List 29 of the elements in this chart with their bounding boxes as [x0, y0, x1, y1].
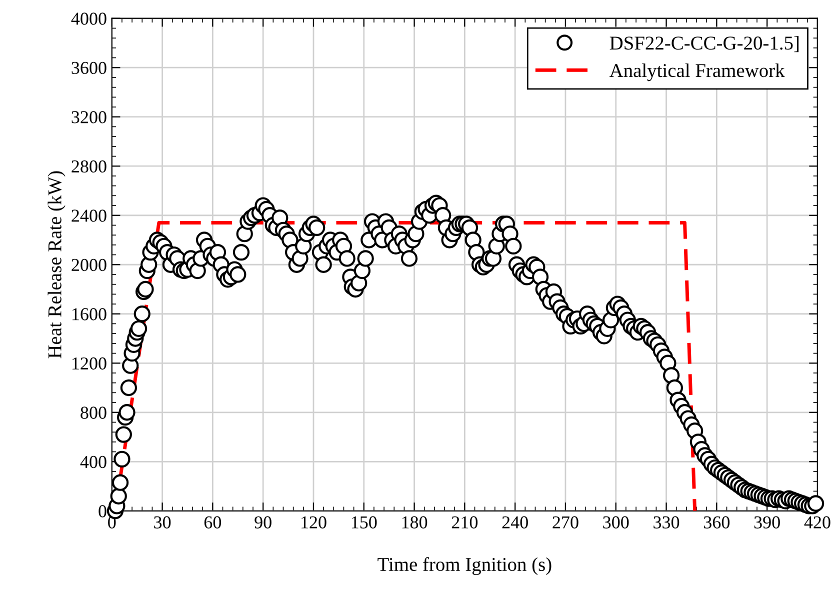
y-tick-label: 3200 — [72, 111, 106, 124]
y-tick-label: 400 — [80, 456, 106, 468]
x-tick-label: 360 — [704, 516, 730, 528]
x-tick-label: 390 — [754, 516, 780, 528]
x-axis-title: Time from Ignition (s) — [378, 557, 552, 576]
y-axis-title: Heat Release Rate (kW) — [48, 171, 66, 358]
x-tick-label: 300 — [603, 516, 629, 528]
legend-label: DSF22-C-CC-G-20-1.5] — [610, 36, 799, 52]
y-tick-label: 2000 — [72, 258, 106, 272]
y-tick-label: 2400 — [72, 210, 106, 222]
x-tick-label: 90 — [254, 516, 272, 528]
y-tick-label: 2800 — [72, 160, 106, 173]
x-tick-label: 60 — [204, 516, 222, 528]
x-tick-label: 30 — [154, 516, 171, 528]
x-tick-label: 240 — [502, 516, 528, 528]
y-tick-label: 4000 — [71, 12, 106, 25]
y-tick-label: 1200 — [72, 357, 106, 370]
y-tick-label: 3600 — [72, 62, 106, 74]
x-tick-label: 420 — [804, 516, 830, 528]
y-tick-label: 0 — [98, 505, 106, 518]
legend-label: Analytical Framework — [609, 63, 785, 82]
x-tick-label: 330 — [654, 516, 680, 528]
x-tick-label: 120 — [302, 516, 326, 528]
x-tick-label: 270 — [552, 516, 578, 528]
x-tick-label: 180 — [402, 516, 428, 528]
y-tick-label: 1600 — [72, 308, 106, 320]
y-tick-label: 800 — [80, 406, 106, 419]
x-tick-label: 150 — [352, 516, 377, 528]
x-tick-label: 210 — [452, 516, 478, 528]
